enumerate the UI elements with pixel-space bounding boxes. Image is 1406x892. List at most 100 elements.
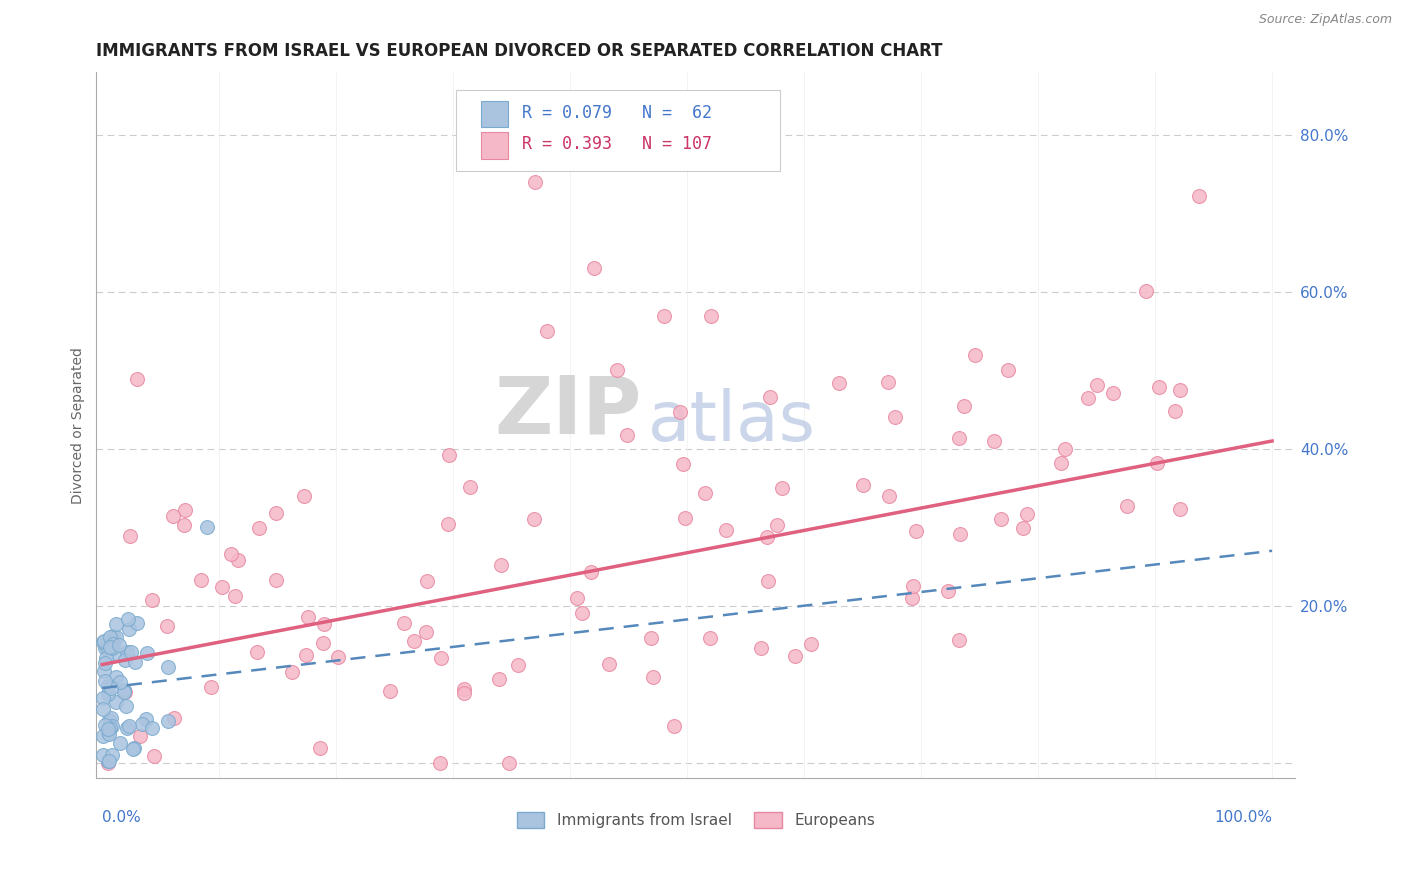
Point: [392, 616, 415, 631]
Point: [453, 686, 475, 700]
Point: [458, 480, 481, 494]
Bar: [481, 132, 508, 160]
Point: [582, 261, 605, 276]
Point: [755, 530, 778, 544]
Point: [97, 727, 120, 741]
Point: [107, 647, 129, 661]
Point: [121, 742, 143, 756]
Point: [1017, 507, 1039, 521]
Point: [904, 524, 927, 538]
Point: [508, 658, 530, 673]
Legend: Immigrants from Israel, Europeans: Immigrants from Israel, Europeans: [510, 805, 882, 834]
Point: [211, 580, 233, 594]
Point: [93, 665, 115, 679]
Point: [101, 637, 124, 651]
Point: [948, 633, 970, 648]
Point: [129, 729, 152, 743]
Point: [997, 363, 1019, 377]
Point: [571, 606, 593, 620]
Point: [1146, 456, 1168, 470]
Point: [852, 477, 875, 491]
Point: [226, 553, 249, 567]
Point: [120, 645, 142, 659]
Point: [749, 641, 772, 656]
Point: [1115, 499, 1137, 513]
Point: [314, 617, 336, 632]
Point: [640, 632, 662, 646]
Point: [91, 691, 114, 706]
Y-axis label: Divorced or Separated: Divorced or Separated: [72, 347, 86, 504]
Point: [100, 681, 122, 695]
Point: [416, 574, 439, 588]
Point: [246, 645, 269, 659]
Point: [127, 372, 149, 386]
Point: [141, 721, 163, 735]
Point: [105, 670, 128, 684]
Point: [876, 375, 898, 389]
Point: [949, 526, 972, 541]
Point: [93, 634, 115, 648]
Point: [783, 649, 806, 664]
Point: [770, 482, 793, 496]
Point: [437, 516, 460, 531]
Text: R = 0.393   N = 107: R = 0.393 N = 107: [522, 136, 711, 153]
Point: [641, 670, 664, 684]
Point: [122, 740, 145, 755]
Point: [606, 363, 628, 377]
Text: IMMIGRANTS FROM ISRAEL VS EUROPEAN DIVORCED OR SEPARATED CORRELATION CHART: IMMIGRANTS FROM ISRAEL VS EUROPEAN DIVOR…: [97, 42, 943, 60]
Point: [136, 646, 159, 660]
Point: [197, 520, 219, 534]
Point: [120, 529, 142, 543]
Point: [292, 489, 315, 503]
Point: [952, 399, 974, 413]
Point: [98, 640, 121, 654]
Point: [112, 683, 135, 698]
Point: [115, 721, 138, 735]
Point: [1012, 521, 1035, 535]
Point: [827, 376, 849, 390]
Point: [118, 623, 141, 637]
Point: [97, 687, 120, 701]
Point: [498, 756, 520, 770]
Point: [264, 506, 287, 520]
Point: [114, 653, 136, 667]
Point: [219, 547, 242, 561]
Point: [163, 711, 186, 725]
Point: [91, 729, 114, 743]
Point: [104, 695, 127, 709]
Point: [200, 680, 222, 694]
Point: [97, 754, 120, 768]
Point: [96, 723, 118, 737]
Point: [1101, 385, 1123, 400]
Point: [936, 584, 959, 599]
Point: [105, 630, 128, 644]
Point: [156, 619, 179, 633]
Point: [901, 579, 924, 593]
Point: [94, 718, 117, 732]
Point: [378, 684, 401, 698]
Point: [800, 637, 823, 651]
Point: [1188, 189, 1211, 203]
Point: [94, 650, 117, 665]
Point: [536, 324, 558, 338]
Point: [1050, 457, 1073, 471]
Point: [714, 524, 737, 538]
Point: [699, 631, 721, 645]
Point: [98, 713, 121, 727]
Point: [1168, 383, 1191, 397]
Point: [124, 655, 146, 669]
Point: [173, 517, 195, 532]
Point: [404, 634, 426, 648]
Point: [488, 672, 510, 686]
Point: [94, 656, 117, 670]
Point: [429, 651, 451, 665]
Point: [295, 648, 318, 663]
Text: ZIP: ZIP: [495, 372, 643, 450]
Text: atlas: atlas: [648, 388, 815, 455]
Point: [190, 573, 212, 587]
Text: R = 0.079   N =  62: R = 0.079 N = 62: [522, 103, 711, 121]
Point: [101, 640, 124, 655]
Point: [616, 428, 638, 442]
Bar: [481, 101, 508, 128]
Point: [328, 649, 350, 664]
